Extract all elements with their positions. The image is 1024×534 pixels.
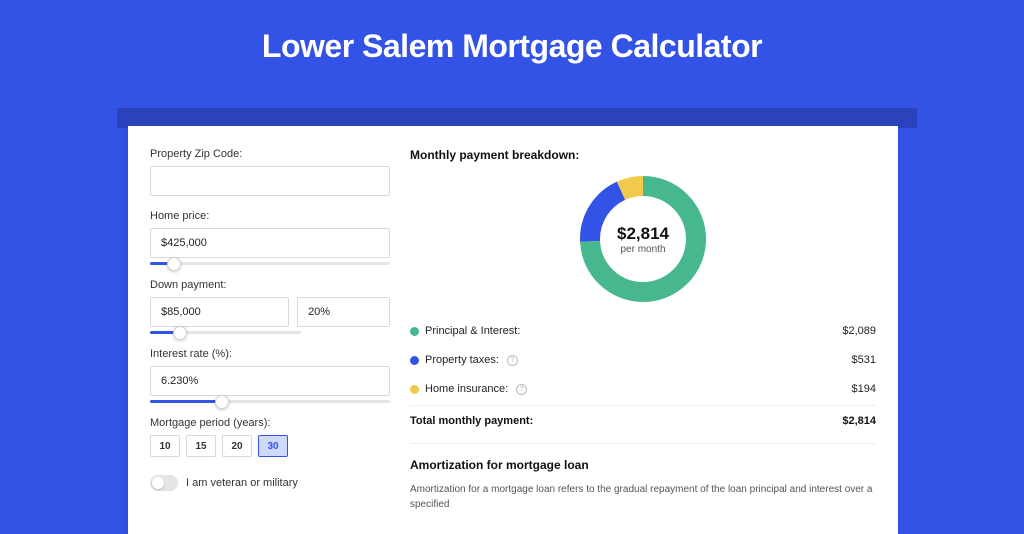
page-title: Lower Salem Mortgage Calculator bbox=[0, 0, 1024, 87]
interest-rate-slider[interactable] bbox=[150, 400, 390, 403]
card-tab-shadow bbox=[117, 108, 917, 128]
info-icon[interactable]: ? bbox=[507, 355, 518, 366]
interest-rate-input[interactable] bbox=[150, 366, 390, 396]
down-payment-label: Down payment: bbox=[150, 279, 390, 291]
legend-value: $531 bbox=[852, 354, 876, 366]
donut-center-sub: per month bbox=[620, 244, 665, 255]
breakdown-title: Monthly payment breakdown: bbox=[410, 148, 876, 162]
home-price-label: Home price: bbox=[150, 210, 390, 222]
info-icon[interactable]: ? bbox=[516, 384, 527, 395]
donut-center-amount: $2,814 bbox=[617, 224, 669, 244]
down-payment-percent-input[interactable] bbox=[297, 297, 390, 327]
breakdown-column: Monthly payment breakdown: $2,814 per mo… bbox=[410, 148, 876, 512]
legend-dot-icon bbox=[410, 327, 419, 336]
down-payment-input[interactable] bbox=[150, 297, 289, 327]
payment-donut-chart: $2,814 per month bbox=[580, 176, 706, 302]
legend-label: Property taxes: bbox=[425, 354, 499, 366]
total-label: Total monthly payment: bbox=[410, 415, 533, 427]
period-button-group: 10 15 20 30 bbox=[150, 435, 390, 457]
down-payment-slider[interactable] bbox=[150, 331, 301, 334]
legend-label: Principal & Interest: bbox=[425, 325, 520, 337]
legend-row: Principal & Interest: $2,089 bbox=[410, 316, 876, 345]
legend-row: Home insurance:? $194 bbox=[410, 374, 876, 403]
form-column: Property Zip Code: Home price: Down paym… bbox=[150, 148, 390, 512]
legend-value: $2,089 bbox=[842, 325, 876, 337]
amortization-text: Amortization for a mortgage loan refers … bbox=[410, 482, 876, 512]
interest-rate-label: Interest rate (%): bbox=[150, 348, 390, 360]
veteran-label: I am veteran or military bbox=[186, 477, 298, 489]
period-label: Mortgage period (years): bbox=[150, 417, 390, 429]
home-price-input[interactable] bbox=[150, 228, 390, 258]
legend-label: Home insurance: bbox=[425, 383, 508, 395]
amortization-title: Amortization for mortgage loan bbox=[410, 458, 876, 472]
legend-row: Property taxes:? $531 bbox=[410, 345, 876, 374]
legend-dot-icon bbox=[410, 385, 419, 394]
home-price-slider[interactable] bbox=[150, 262, 390, 265]
period-option-15[interactable]: 15 bbox=[186, 435, 216, 457]
veteran-toggle[interactable] bbox=[150, 475, 178, 491]
legend-value: $194 bbox=[852, 383, 876, 395]
zip-label: Property Zip Code: bbox=[150, 148, 390, 160]
total-value: $2,814 bbox=[842, 415, 876, 427]
breakdown-legend: Principal & Interest: $2,089 Property taxe… bbox=[410, 316, 876, 403]
period-option-20[interactable]: 20 bbox=[222, 435, 252, 457]
period-option-30[interactable]: 30 bbox=[258, 435, 288, 457]
legend-dot-icon bbox=[410, 356, 419, 365]
period-option-10[interactable]: 10 bbox=[150, 435, 180, 457]
calculator-card: Property Zip Code: Home price: Down paym… bbox=[128, 126, 898, 534]
zip-input[interactable] bbox=[150, 166, 390, 196]
